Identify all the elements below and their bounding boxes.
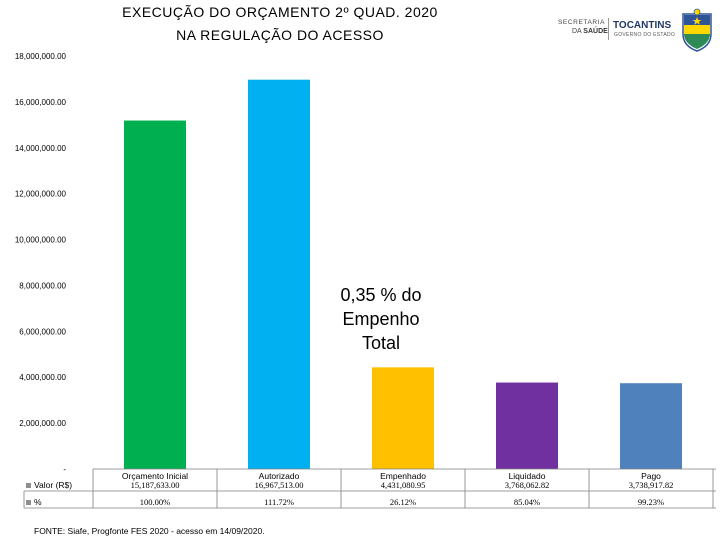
- y-tick-label: -: [63, 465, 66, 474]
- y-tick-label: 16,000,000.00: [15, 98, 67, 107]
- x-category-label: Liquidado: [509, 471, 546, 481]
- secretaria-logo-saude: SAÚDE: [583, 28, 608, 35]
- table-row-label: Valor (R$): [34, 480, 72, 490]
- annotation-line1: 0,35 % do: [340, 285, 422, 305]
- bar: [620, 383, 682, 469]
- x-category-label: Pago: [641, 471, 661, 481]
- tocantins-logo-sub: GOVERNO DO ESTADO: [614, 32, 676, 38]
- bar: [496, 382, 558, 469]
- y-tick-label: 14,000,000.00: [15, 144, 67, 153]
- table-cell-value: 100.00%: [140, 497, 170, 507]
- table-cell-value: 99.23%: [638, 497, 664, 507]
- y-tick-label: 2,000,000.00: [19, 419, 66, 428]
- table-cell-value: 15,187,633.00: [131, 480, 180, 490]
- chart-annotation: 0,35 % do Empenho Total: [316, 283, 446, 355]
- table-cell-value: 111.72%: [264, 497, 294, 507]
- y-tick-label: 4,000,000.00: [19, 373, 66, 382]
- x-category-label: Autorizado: [259, 471, 300, 481]
- bar: [372, 367, 434, 469]
- x-category-label: Orçamento Inicial: [122, 471, 188, 481]
- legend-key: [26, 483, 31, 488]
- table-cell-value: 3,768,062.82: [505, 480, 550, 490]
- bars: [124, 79, 682, 469]
- secretaria-logo-da: DA: [572, 28, 582, 35]
- table-cell-value: 85.04%: [514, 497, 540, 507]
- y-tick-label: 6,000,000.00: [19, 327, 66, 336]
- table-cell-value: 3,738,917.82: [629, 480, 674, 490]
- table-row-label: %: [34, 497, 42, 507]
- logo-divider: [608, 18, 609, 40]
- table-cell-value: 4,431,080.95: [381, 480, 426, 490]
- y-axis-ticks: - 2,000,000.00 4,000,000.00 6,000,000.00 8,0…: [15, 52, 67, 474]
- table-cell-value: 16,967,513.00: [255, 480, 304, 490]
- y-tick-label: 10,000,000.00: [15, 236, 67, 245]
- source-note: FONTE: Siafe, Progfonte FES 2020 - acess…: [34, 526, 265, 536]
- y-tick-label: 12,000,000.00: [15, 190, 67, 199]
- y-tick-label: 18,000,000.00: [15, 52, 67, 61]
- tocantins-logo-name: TOCANTINS: [613, 20, 672, 31]
- secretaria-logo-line2: DA SAÚDE: [572, 28, 608, 35]
- y-tick-label: 8,000,000.00: [19, 281, 66, 290]
- table-cell-value: 26.12%: [390, 497, 416, 507]
- x-category-label: Empenhado: [380, 471, 426, 481]
- bar: [124, 120, 186, 469]
- state-coat-of-arms-icon: [682, 8, 712, 52]
- bar: [248, 79, 310, 469]
- annotation-line3: Total: [361, 333, 401, 353]
- government-logos: SECRETARIA DA SAÚDE TOCANTINS GOVERNO DO…: [558, 8, 714, 54]
- data-table: Orçamento Inicial Autorizado Empenhado Liqu…: [23, 468, 716, 509]
- secretaria-logo-line1: SECRETARIA: [558, 19, 606, 26]
- annotation-line2: Empenho: [342, 309, 420, 329]
- legend-key: [26, 500, 31, 505]
- chart-title-line2: NA REGULAÇÃO DO ACESSO: [176, 27, 384, 43]
- chart-title-line1: EXECUÇÃO DO ORÇAMENTO 2º QUAD. 2020: [122, 4, 438, 20]
